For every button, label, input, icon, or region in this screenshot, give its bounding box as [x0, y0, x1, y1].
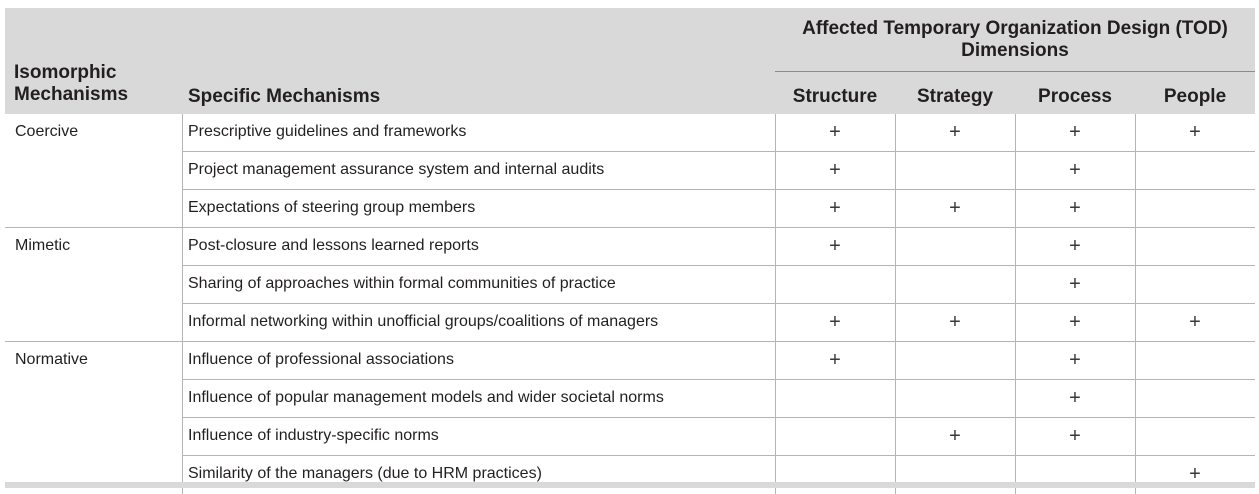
row-divider	[5, 341, 1255, 342]
row-divider	[182, 379, 1255, 380]
column-divider	[1135, 114, 1136, 494]
mark-strategy: +	[949, 121, 961, 143]
table-row: Expectations of steering group members + +…	[5, 190, 1255, 228]
isomorphic-mechanism-label: Normative	[15, 351, 88, 368]
mark-process: +	[1069, 425, 1081, 447]
header-strategy: Strategy	[916, 86, 994, 107]
mark-process: +	[1069, 387, 1081, 409]
specific-mechanism-label: Project management assurance system and …	[188, 161, 605, 178]
header-structure: Structure	[792, 86, 878, 107]
table-row: Influence of popular management models a…	[5, 380, 1255, 418]
row-divider	[182, 265, 1255, 266]
mark-process: +	[1069, 349, 1081, 371]
column-divider	[895, 114, 896, 494]
specific-mechanism-label: Influence of popular management models a…	[188, 389, 664, 406]
table-row: Mimetic Post-closure and lessons learned …	[5, 228, 1255, 266]
header-people: People	[1163, 86, 1227, 107]
specific-mechanism-label: Influence of professional associations	[188, 351, 454, 368]
specific-mechanism-label: Informal networking within unofficial gr…	[188, 313, 659, 330]
specific-mechanism-label: Post-closure and lessons learned reports	[188, 237, 479, 254]
mechanisms-table: Isomorphic Mechanisms Specific Mechanism…	[5, 8, 1255, 494]
header-specific-mechanisms: Specific Mechanisms	[188, 86, 381, 107]
row-divider	[182, 417, 1255, 418]
table-header: Isomorphic Mechanisms Specific Mechanism…	[5, 8, 1255, 114]
row-divider	[5, 227, 1255, 228]
table-row: Project management assurance system and …	[5, 152, 1255, 190]
mark-process: +	[1069, 121, 1081, 143]
mark-process: +	[1069, 311, 1081, 333]
mark-people: +	[1189, 121, 1201, 143]
mark-strategy: +	[949, 311, 961, 333]
specific-mechanism-label: Similarity of the managers (due to HRM p…	[188, 465, 542, 482]
mark-structure: +	[829, 235, 841, 257]
mark-structure: +	[829, 349, 841, 371]
mark-people: +	[1189, 311, 1201, 333]
mark-structure: +	[829, 197, 841, 219]
mark-process: +	[1069, 273, 1081, 295]
header-process: Process	[1038, 86, 1112, 107]
row-divider	[182, 455, 1255, 456]
table-row: Sharing of approaches within formal comm…	[5, 266, 1255, 304]
table-row: Coercive Prescriptive guidelines and fram…	[5, 114, 1255, 152]
isomorphic-mechanism-label: Mimetic	[15, 237, 71, 254]
specific-mechanism-label: Sharing of approaches within formal comm…	[188, 275, 616, 292]
column-divider	[775, 114, 776, 494]
specific-mechanism-label: Influence of industry-specific norms	[188, 427, 439, 444]
mark-people: +	[1189, 463, 1201, 485]
table-row: Normative Influence of professional assoc…	[5, 342, 1255, 380]
mark-structure: +	[829, 121, 841, 143]
table-row: Influence of industry-specific norms + +	[5, 418, 1255, 456]
mark-process: +	[1069, 197, 1081, 219]
table-row: Informal networking within unofficial gr…	[5, 304, 1255, 342]
mark-strategy: +	[949, 197, 961, 219]
mark-structure: +	[829, 311, 841, 333]
column-divider	[1015, 114, 1016, 494]
column-divider	[182, 114, 183, 494]
table-row: Similarity of the managers (due to HRM p…	[5, 456, 1255, 494]
specific-mechanism-label: Expectations of steering group members	[188, 199, 476, 216]
header-affected-tod-dimensions: Affected Temporary Organization Design (…	[802, 18, 1228, 61]
table-bottom-band	[5, 482, 1255, 488]
header-divider	[775, 71, 1255, 72]
header-isomorphic-mechanisms: Isomorphic Mechanisms	[14, 62, 129, 105]
specific-mechanism-label: Prescriptive guidelines and frameworks	[188, 123, 467, 140]
mark-strategy: +	[949, 425, 961, 447]
mark-process: +	[1069, 235, 1081, 257]
mark-structure: +	[829, 159, 841, 181]
mark-process: +	[1069, 159, 1081, 181]
row-divider	[182, 151, 1255, 152]
row-divider	[182, 189, 1255, 190]
isomorphic-mechanism-label: Coercive	[15, 123, 79, 140]
row-divider	[182, 303, 1255, 304]
